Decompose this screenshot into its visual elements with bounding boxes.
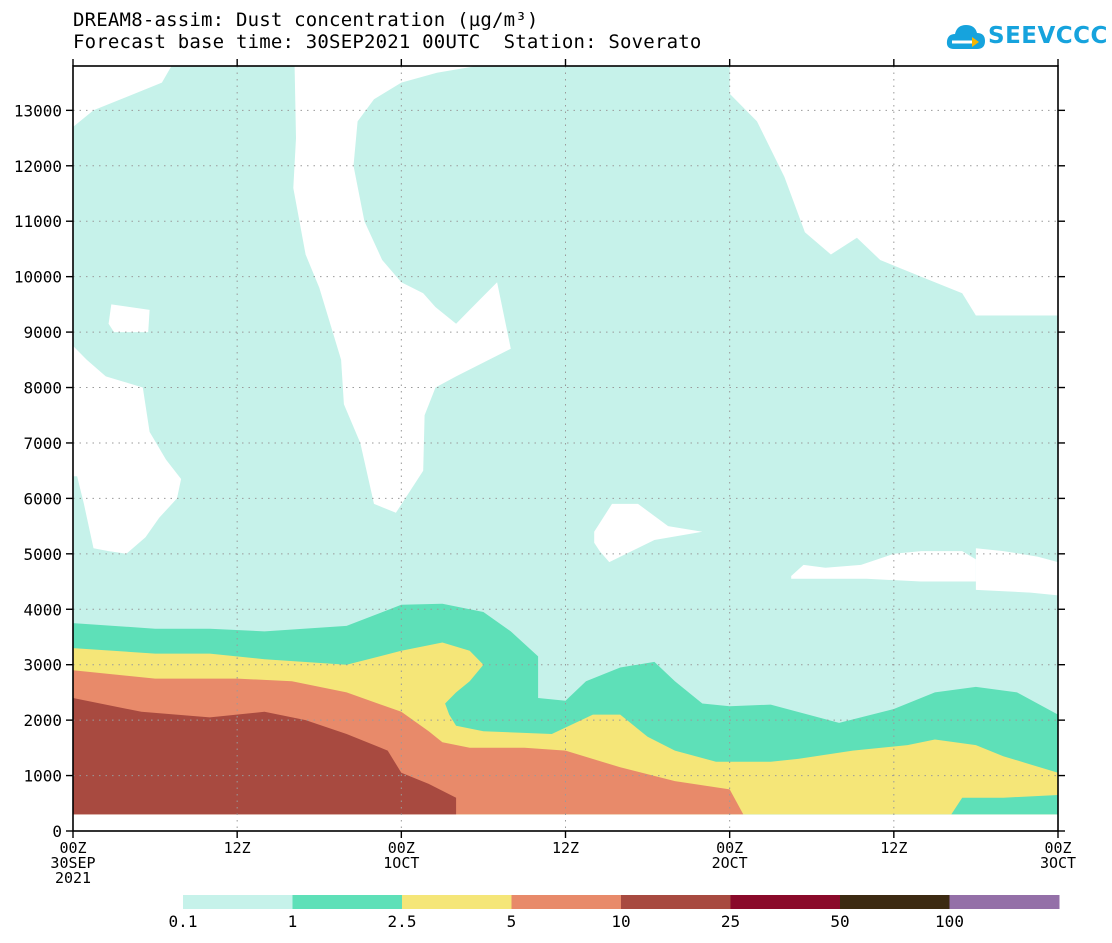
chart-subtitle: Forecast base time: 30SEP2021 00UTC Stat… — [73, 31, 702, 53]
region-1-2p5 — [951, 795, 1058, 815]
y-tick-label: 6000 — [23, 489, 62, 508]
y-tick-label: 2000 — [23, 711, 62, 730]
colorbar-swatch — [511, 895, 622, 909]
colorbar-label: 2.5 — [388, 912, 417, 931]
colorbar-swatch — [292, 895, 403, 909]
region-10-25 — [73, 698, 457, 815]
y-tick-label: 12000 — [14, 157, 62, 176]
region-below-0p1 — [73, 66, 172, 127]
y-tick-label: 0 — [52, 822, 62, 841]
seevccc-logo: SEEVCCC — [946, 18, 1108, 58]
x-tick-label: 00Z — [1044, 839, 1071, 857]
y-tick-label: 13000 — [14, 101, 62, 120]
colorbar-swatch — [621, 895, 731, 909]
y-tick-label: 7000 — [23, 434, 62, 453]
y-tick-label: 11000 — [14, 212, 62, 231]
region-below-0p1 — [293, 66, 511, 513]
region-below-0p1 — [73, 345, 182, 554]
x-tick-label: 12Z — [224, 839, 251, 857]
chart-title: DREAM8-assim: Dust concentration (µg/m³) — [73, 9, 539, 31]
x-tick-label: 2OCT — [712, 854, 748, 872]
region-below-0p1 — [108, 304, 150, 333]
x-tick-label: 3OCT — [1040, 854, 1076, 872]
region-below-0p1 — [594, 503, 703, 563]
colorbar-swatch — [949, 895, 1060, 909]
x-tick-label: 2021 — [55, 869, 91, 887]
x-tick-label: 00Z — [388, 839, 415, 857]
colorbar: 0.1 1 2.5 5 10 25 50 100 — [169, 895, 1060, 931]
y-tick-label: 10000 — [14, 268, 62, 287]
colorbar-swatch — [183, 895, 293, 909]
y-tick-label: 8000 — [23, 379, 62, 398]
grid-lines — [73, 66, 1058, 831]
colorbar-label: 25 — [721, 912, 740, 931]
x-tick-label: 30SEP — [50, 854, 95, 872]
x-tick-label: 00Z — [716, 839, 743, 857]
colorbar-label: 0.1 — [169, 912, 198, 931]
x-tick-label: 12Z — [880, 839, 907, 857]
y-tick-label: 4000 — [23, 600, 62, 619]
region-below-0p1 — [975, 548, 1058, 596]
contour-regions — [73, 66, 1058, 815]
x-tick-label: 12Z — [552, 839, 579, 857]
cloud-icon — [946, 25, 985, 49]
logo-text: SEEVCCC — [988, 23, 1108, 49]
y-tick-label: 9000 — [23, 323, 62, 342]
colorbar-label: 10 — [611, 912, 630, 931]
colorbar-label: 1 — [288, 912, 298, 931]
colorbar-label: 50 — [830, 912, 849, 931]
colorbar-swatch — [840, 895, 950, 909]
colorbar-swatch — [730, 895, 841, 909]
colorbar-swatch — [402, 895, 512, 909]
colorbar-label: 5 — [507, 912, 517, 931]
y-tick-label: 5000 — [23, 545, 62, 564]
colorbar-label: 100 — [935, 912, 964, 931]
x-tick-label: 1OCT — [383, 854, 419, 872]
y-axis: 0 1000 2000 3000 4000 5000 6000 7000 8000 9000 100… — [14, 101, 1065, 841]
y-tick-label: 3000 — [23, 656, 62, 675]
region-below-0p1 — [791, 551, 976, 582]
y-tick-label: 1000 — [23, 767, 62, 786]
x-tick-label: 00Z — [59, 839, 86, 857]
